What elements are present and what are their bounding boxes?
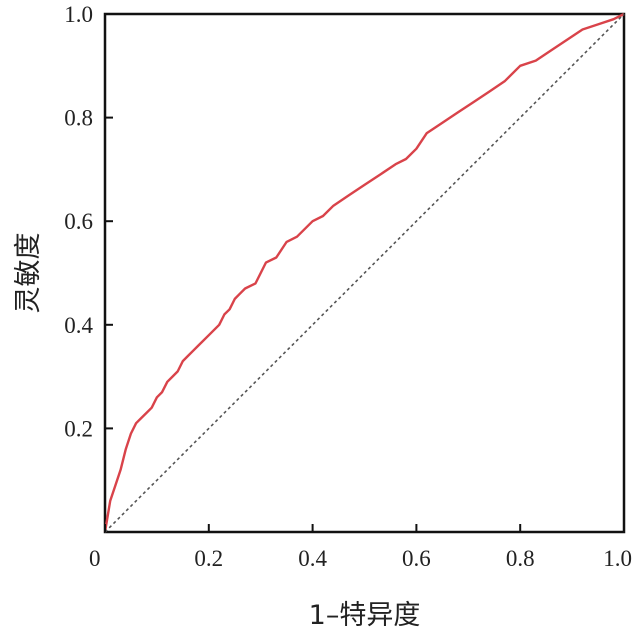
- y-axis-title: 灵敏度: [13, 233, 44, 314]
- x-tick-label: 0.2: [194, 546, 223, 571]
- y-tick-label: 1.0: [64, 2, 93, 27]
- x-axis-ticks: 0 0.2 0.4 0.6 0.8 1.0: [89, 524, 632, 571]
- x-tick-label: 0.8: [506, 546, 535, 571]
- x-axis-title: 1–特异度: [309, 600, 421, 631]
- roc-curve-line: [103, 12, 625, 533]
- x-tick-label: 0.6: [402, 546, 431, 571]
- x-tick-label: 0.4: [298, 546, 327, 571]
- y-tick-label: 0.6: [64, 209, 93, 234]
- x-tick-label: 1.0: [603, 546, 632, 571]
- reference-diagonal-line: [104, 13, 625, 533]
- y-tick-label: 0.2: [64, 416, 93, 441]
- plot-frame: [103, 12, 626, 534]
- y-tick-label: 0.8: [64, 106, 93, 131]
- x-tick-label: 0: [89, 546, 101, 571]
- plot-area: [103, 12, 626, 534]
- y-tick-label: 0.4: [64, 313, 93, 338]
- y-axis-ticks: 0.2 0.4 0.6 0.8 1.0: [64, 2, 113, 441]
